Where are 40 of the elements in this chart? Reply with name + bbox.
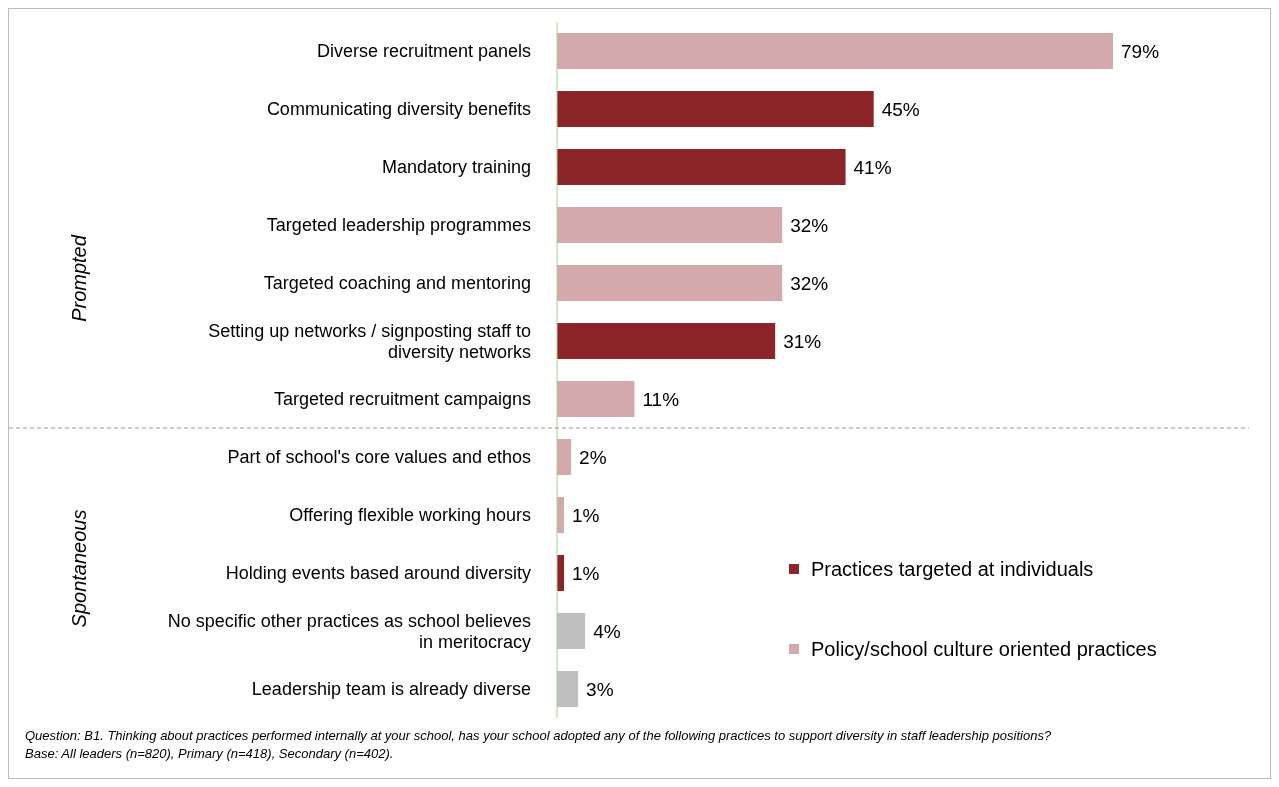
y-tick-label: Leadership team is already diverse bbox=[251, 679, 531, 700]
y-tick-label: Mandatory training bbox=[381, 157, 531, 178]
data-label: 31% bbox=[783, 330, 822, 352]
y-tick-label: Diverse recruitment panels bbox=[316, 41, 531, 62]
bar bbox=[557, 91, 874, 127]
data-label: 1% bbox=[572, 504, 600, 526]
bar bbox=[557, 381, 635, 417]
bar bbox=[557, 265, 783, 301]
data-label: 2% bbox=[579, 446, 607, 468]
text: Base: All leaders (n=820), Primary (n=418), Secondary (n=402). bbox=[25, 745, 395, 763]
y-tick-label: Offering flexible working hours bbox=[289, 505, 531, 526]
y-tick-label: Setting up networks / signposting staff to diversity networks bbox=[208, 320, 531, 363]
data-label: 79% bbox=[1121, 40, 1160, 62]
bar bbox=[557, 439, 572, 475]
data-label: 41% bbox=[853, 156, 892, 178]
y-tick-label: Communicating diversity benefits bbox=[266, 99, 531, 120]
text: Prompted bbox=[67, 233, 91, 324]
y-tick-label: Targeted coaching and mentoring bbox=[263, 273, 531, 294]
data-label: 32% bbox=[790, 272, 829, 294]
y-tick-label: Holding events based around diversity bbox=[225, 563, 531, 584]
bar bbox=[557, 323, 776, 359]
y-tick-label: No specific other practices as school believes in meritocracy bbox=[167, 610, 531, 653]
y-tick-label: Part of school's core values and ethos bbox=[227, 447, 531, 468]
y-tick-label: Targeted leadership programmes bbox=[266, 215, 531, 236]
bar bbox=[557, 671, 579, 707]
data-label: 11% bbox=[642, 388, 680, 410]
data-label: 3% bbox=[586, 678, 614, 700]
legend-label: Policy/school culture oriented practices bbox=[811, 637, 1157, 661]
legend-label: Practices targeted at individuals bbox=[811, 557, 1094, 581]
bar bbox=[557, 207, 783, 243]
text: Spontaneous bbox=[67, 508, 91, 630]
data-label: 4% bbox=[593, 620, 621, 642]
data-label: 1% bbox=[572, 562, 600, 584]
bar bbox=[557, 149, 846, 185]
data-label: 45% bbox=[881, 98, 920, 120]
data-label: 32% bbox=[790, 214, 829, 236]
bar bbox=[557, 613, 586, 649]
text: Question: B1. Thinking about practices performed internally at your school, has your school adopted any of the following practices to support diversity in staff leadership positions? bbox=[25, 727, 1053, 745]
bar bbox=[557, 33, 1113, 69]
y-tick-label: Targeted recruitment campaigns bbox=[273, 389, 531, 410]
